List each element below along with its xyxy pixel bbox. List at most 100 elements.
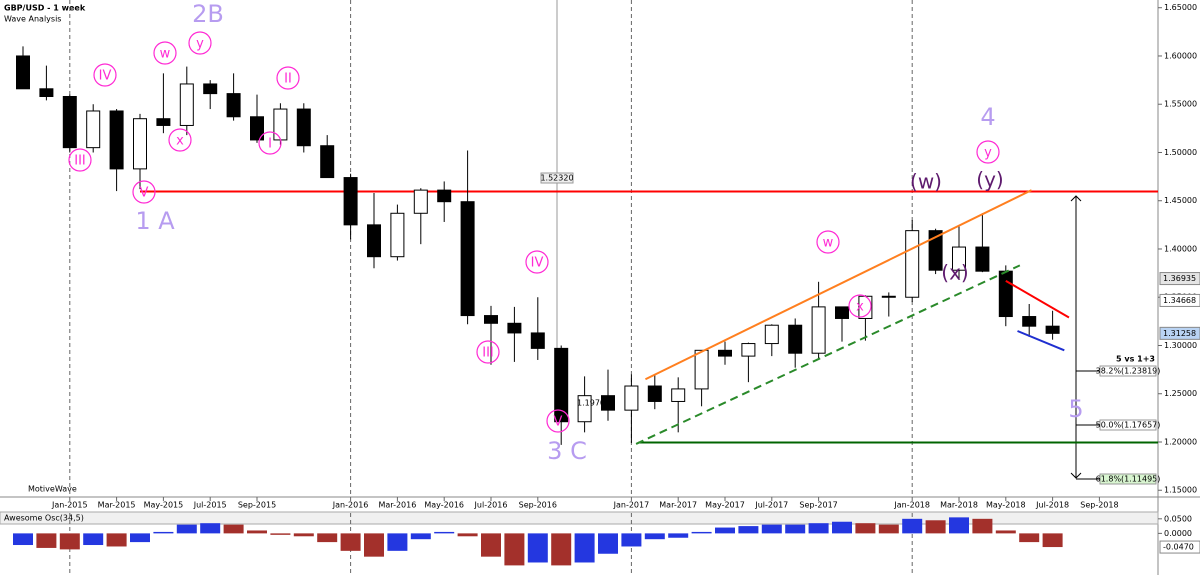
osc-bar [527,533,548,563]
x-tick-label: May-2015 [144,501,184,510]
osc-bar [574,533,595,563]
price-tag-label: 1.31258 [1163,329,1196,338]
osc-bar [200,523,221,534]
candle-body [577,395,592,423]
x-tick-label: May-2016 [424,501,464,510]
osc-y-tick-label: 0.0500 [1164,514,1192,523]
y-tick-label: 1.40000 [1164,244,1197,253]
candle-body [1022,316,1037,327]
wave-label: I [268,137,272,152]
osc-bar [621,533,642,547]
osc-bar [1019,533,1040,543]
candle-body [156,118,171,126]
wave-circle [153,41,177,65]
wave-label: w [160,47,171,62]
fib-title: 5 vs 1+3 [1116,355,1155,364]
trend-line [1017,330,1065,352]
osc-bar [434,531,455,534]
wave-label: y [984,146,992,161]
wave-label: V [140,186,149,201]
wave-circle [168,128,192,152]
wave-label: (x) [941,261,968,285]
candle-body [413,189,428,214]
osc-bar [153,531,174,534]
osc-bar [247,530,267,534]
candle-body [343,177,358,226]
candle-body [694,349,709,390]
wave-label: 5 [1068,395,1083,423]
candle-body [741,343,756,357]
osc-bar [691,531,712,534]
price-tag-label: 1.36935 [1163,274,1196,283]
candle-body [671,388,686,402]
candle-body [788,324,803,354]
osc-y-tick-label: 0.0000 [1164,529,1192,538]
fib-box [1099,419,1157,431]
fib-box [1099,365,1157,377]
wave-circle [276,66,300,90]
candle-body [273,108,288,141]
y-tick-label: 1.25000 [1164,389,1197,398]
x-tick-label: Jan-2016 [332,501,369,510]
y-tick-label: 1.50000 [1164,148,1197,157]
x-tick-label: Jan-2015 [51,501,88,510]
osc-bar [551,533,572,566]
osc-bar [340,533,361,551]
osc-bar [176,524,197,534]
candle-body [437,189,452,203]
wave-circle [816,230,840,254]
candle-body [109,110,124,170]
x-tick-label: Mar-2016 [378,501,416,510]
wave-circle [68,148,92,172]
y-tick-label: 1.65000 [1164,3,1197,12]
osc-bar [410,533,431,540]
wave-label: x [176,134,184,149]
wave-label: (w) [910,170,942,194]
fib-arrows [1070,195,1082,479]
osc-bar [83,533,104,546]
chart-title: GBP/USD - 1 week [4,4,86,13]
wave-circle [132,180,156,204]
candle-body [1045,325,1060,334]
osc-bar [223,524,244,534]
price-tag [1159,326,1200,340]
candle-body [460,201,475,317]
wave-label: IV [99,69,112,84]
candle-body [320,145,335,179]
osc-bar [504,533,525,566]
osc-bar [457,533,478,537]
candle-body [39,88,54,98]
osc-bar [36,533,57,548]
candle-body [250,116,264,141]
candle-body [16,55,30,90]
wave-label: V [554,415,563,430]
candle-body [647,385,662,402]
x-tick-label: Mar-2015 [98,501,136,510]
candle-body [998,270,1013,318]
wave-label: II [284,72,292,87]
osc-bar [293,533,314,537]
candle-body [226,93,241,118]
osc-last-tag-label: -0.0470 [1163,543,1194,552]
candle-body [86,110,101,149]
wave-circle [976,140,1000,164]
osc-title: Awesome Osc(34,5) [4,514,84,523]
osc-bar [130,533,150,543]
price-tag [1159,272,1200,286]
fib-label: 38.2%(1.23819) [1096,367,1161,376]
osc-bar [668,533,689,538]
wave-label: w [823,236,834,251]
wave-label: 1 A [135,207,175,235]
osc-bar [715,527,735,534]
osc-bar [270,533,291,535]
candle-body [530,332,545,349]
osc-bar [387,533,408,551]
candle-body [905,230,920,298]
y-tick-label: 1.55000 [1164,100,1197,109]
candle-body [952,246,966,271]
wave-circle [848,294,872,318]
osc-bar [317,533,338,543]
candle-body [133,118,147,170]
x-tick-label: Sep-2016 [519,501,557,510]
wave-label: 2B [192,0,224,28]
